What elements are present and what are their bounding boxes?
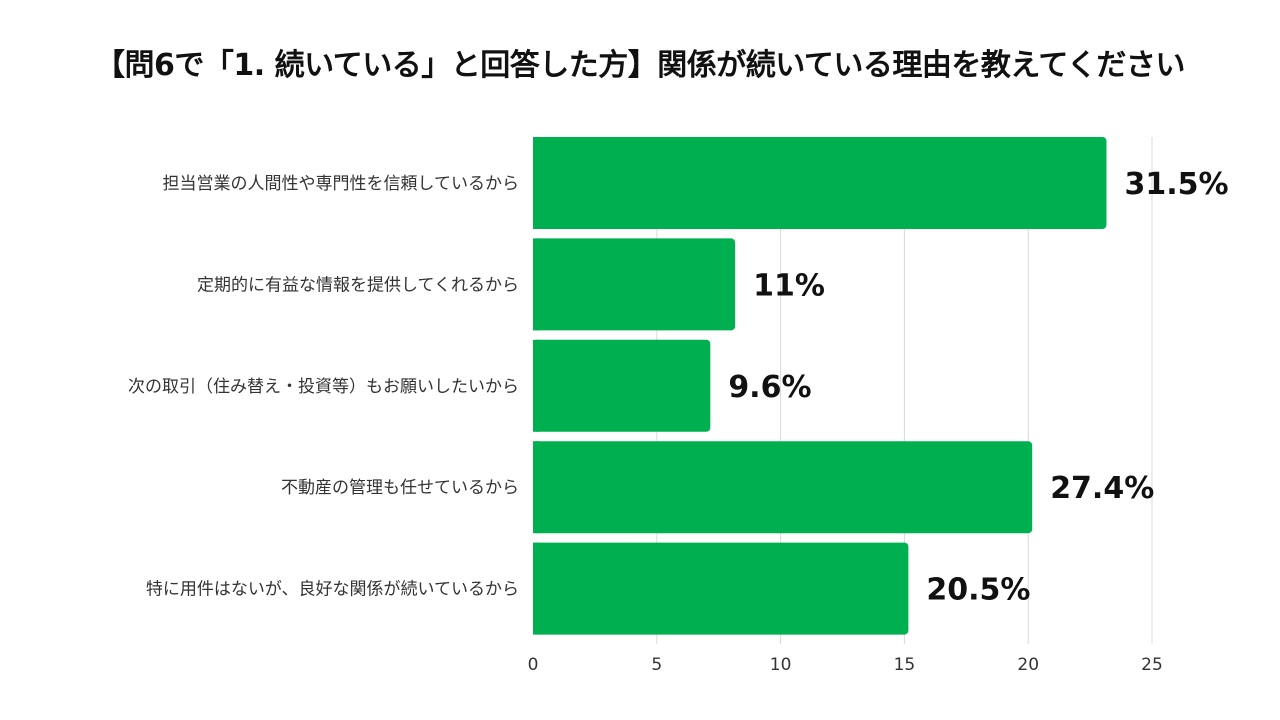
data-label: 9.6% [728, 370, 811, 405]
category-label: 次の取引（住み替え・投資等）もお願いしたいから [128, 377, 519, 397]
data-label: 31.5% [1124, 167, 1228, 202]
bar-left-edge [533, 542, 539, 635]
x-tick-label: 5 [651, 655, 662, 675]
chart-title: 【問6で「1. 続いている」と回答した方】関係が続いている理由を教えてください [95, 48, 1185, 83]
bar-left-edge [533, 137, 539, 229]
category-label: 定期的に有益な情報を提供してくれるから [197, 275, 519, 295]
bar [533, 238, 736, 331]
category-label: 担当営業の人間性や専門性を信頼しているから [163, 174, 520, 194]
bar [533, 441, 1033, 534]
bar [533, 137, 1107, 229]
data-label: 27.4% [1050, 471, 1154, 506]
category-label: 特に用件はないが、良好な関係が続いているから [146, 580, 519, 600]
x-tick-label: 15 [894, 655, 916, 675]
bar [533, 339, 711, 432]
category-label: 不動産の管理も任せているから [281, 478, 519, 498]
x-tick-label: 0 [528, 655, 539, 675]
data-label: 11% [753, 268, 825, 303]
bar-left-edge [533, 238, 539, 331]
x-tick-label: 10 [770, 655, 792, 675]
x-tick-label: 25 [1141, 655, 1163, 675]
data-label: 20.5% [926, 573, 1030, 608]
bar-left-edge [533, 339, 539, 432]
bar-left-edge [533, 441, 539, 534]
bar [533, 542, 909, 635]
x-tick-label: 20 [1017, 655, 1039, 675]
